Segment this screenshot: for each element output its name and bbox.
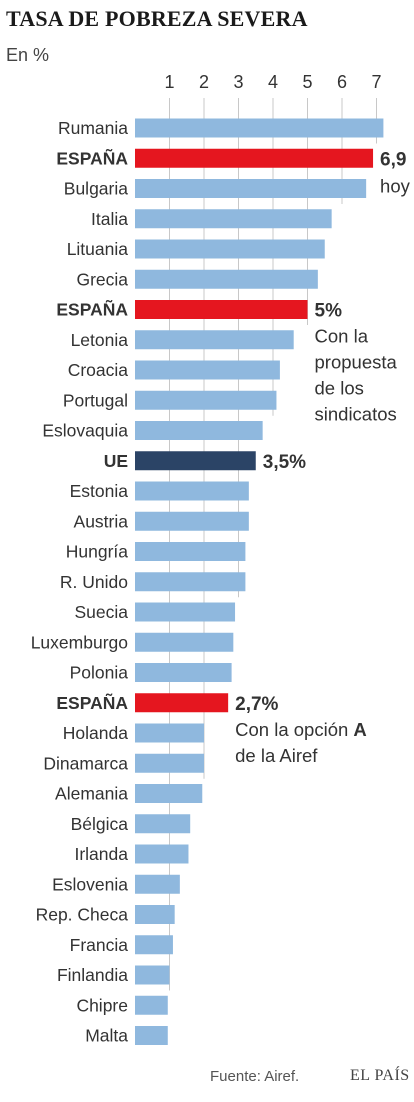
category-label: ESPAÑA (56, 147, 128, 168)
bar (135, 784, 203, 803)
category-label: Luxemburgo (31, 632, 128, 652)
bar (135, 814, 191, 834)
category-label: Hungría (66, 542, 129, 562)
category-label: Polonia (70, 663, 129, 683)
category-label: Rumania (58, 118, 128, 138)
category-label: R. Unido (60, 572, 128, 592)
category-label: Grecia (76, 269, 128, 289)
category-label: ESPAÑA (56, 692, 128, 713)
bar (135, 390, 277, 410)
category-label: Suecia (74, 602, 128, 622)
category-label: Holanda (63, 723, 128, 743)
x-tick-label: 7 (371, 72, 381, 92)
bar (135, 511, 249, 531)
data-label: 2,7% (235, 694, 278, 715)
category-label: Italia (91, 209, 128, 229)
bar (135, 542, 246, 561)
bar (135, 269, 318, 289)
data-label: 6,9 (380, 149, 406, 170)
x-tick-label: 6 (337, 72, 347, 92)
bar (135, 148, 374, 168)
bar (135, 360, 280, 380)
unit-label: En % (6, 45, 50, 65)
category-label: Alemania (55, 784, 128, 804)
annotation-note: Con la (315, 326, 369, 347)
category-label: Bélgica (71, 814, 129, 834)
bar (135, 481, 249, 501)
category-label: Eslovaquia (42, 421, 128, 441)
annotation-note: sindicatos (315, 404, 397, 425)
bar (135, 844, 189, 864)
category-label: Irlanda (74, 844, 128, 864)
bar (135, 330, 294, 350)
category-label: Dinamarca (43, 753, 128, 773)
category-label: Croacia (68, 360, 129, 380)
bar (135, 663, 232, 682)
annotation-note: de la Airef (235, 745, 318, 766)
bar (135, 451, 256, 471)
x-tick-label: 4 (268, 72, 278, 92)
bar (135, 723, 204, 743)
category-label: Eslovenia (52, 874, 128, 894)
annotation-note: hoy (380, 175, 411, 196)
bar (135, 209, 332, 229)
bar (135, 753, 204, 773)
data-label: 3,5% (263, 452, 306, 473)
publisher-logo: EL PAÍS (350, 1067, 410, 1084)
x-tick-label: 2 (199, 72, 209, 92)
category-label: Malta (85, 1026, 128, 1046)
annotation-note: propuesta (315, 352, 398, 373)
category-label: Finlandia (57, 965, 128, 985)
source-note: Fuente: Airef. (210, 1068, 300, 1085)
bar (135, 693, 229, 713)
category-label: Estonia (70, 481, 129, 501)
bar (135, 572, 246, 592)
bar (135, 239, 325, 259)
bar (135, 602, 236, 622)
annotation-note: Con la opción A (235, 719, 367, 740)
category-label: ESPAÑA (56, 299, 128, 320)
category-label: Francia (70, 935, 129, 955)
bar (135, 300, 308, 319)
category-label: UE (104, 451, 128, 471)
annotation-note: de los (315, 378, 364, 399)
category-label: Bulgaria (64, 179, 128, 199)
category-label: Chipre (76, 995, 128, 1015)
bar (135, 632, 234, 652)
chart-title: TASA DE POBREZA SEVERA (6, 6, 308, 31)
bar (135, 935, 173, 955)
bar (135, 179, 367, 198)
bar (135, 874, 180, 894)
bar (135, 118, 384, 138)
category-label: Lituania (67, 239, 129, 259)
bar (135, 1026, 168, 1045)
data-label: 5% (315, 301, 343, 322)
bar (135, 421, 263, 440)
x-tick-label: 5 (302, 72, 312, 92)
category-label: Rep. Checa (36, 905, 129, 925)
bar (135, 995, 168, 1015)
bar (135, 965, 170, 985)
x-tick-label: 3 (233, 72, 243, 92)
category-label: Letonia (71, 330, 129, 350)
category-label: Austria (74, 511, 129, 531)
bar (135, 905, 175, 924)
category-label: Portugal (63, 390, 128, 410)
x-tick-label: 1 (164, 72, 174, 92)
